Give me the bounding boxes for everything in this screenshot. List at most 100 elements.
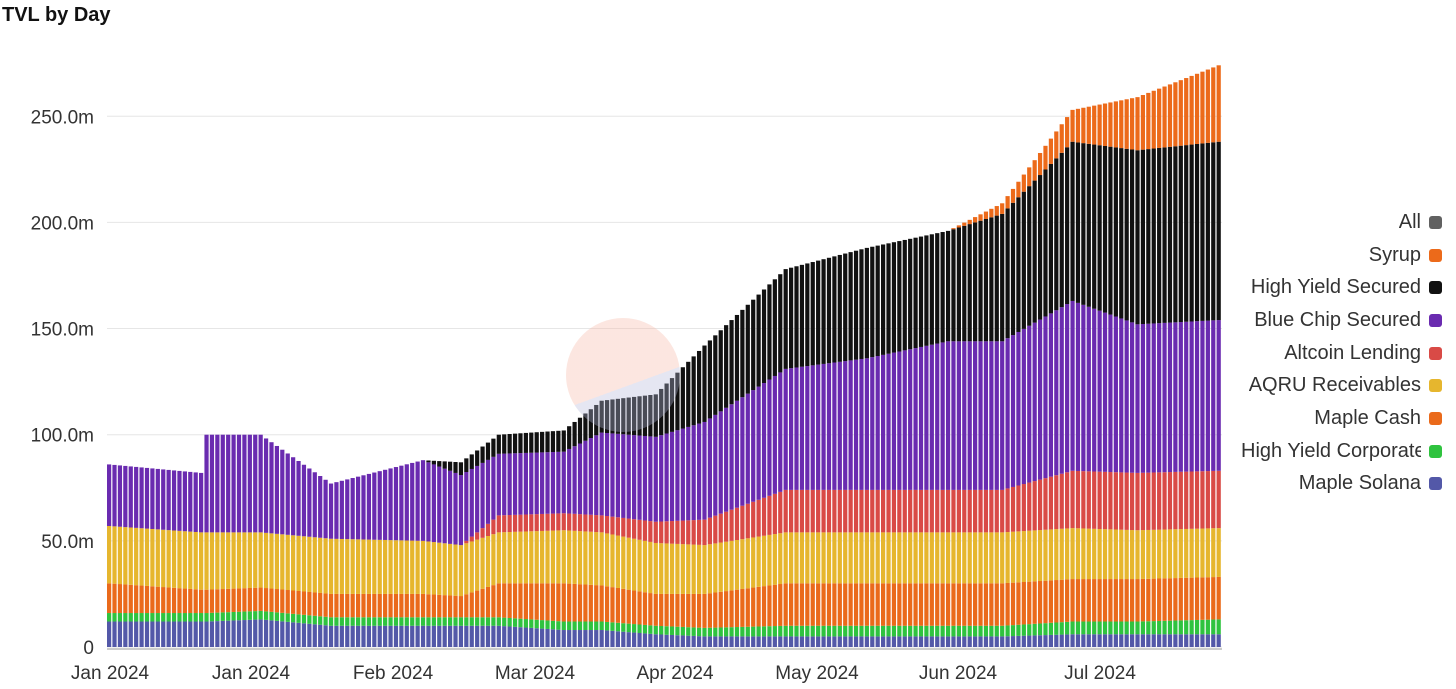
bar-segment[interactable]	[291, 535, 296, 591]
bar-segment[interactable]	[691, 520, 696, 545]
bar-segment[interactable]	[767, 284, 772, 380]
bar-segment[interactable]	[1135, 530, 1140, 580]
bar-segment[interactable]	[491, 585, 496, 618]
bar-segment[interactable]	[323, 625, 328, 647]
bar-segment[interactable]	[1211, 577, 1216, 620]
bar-segment[interactable]	[258, 619, 263, 647]
bar-segment[interactable]	[929, 625, 934, 637]
bar-segment[interactable]	[821, 532, 826, 584]
bar-segment[interactable]	[507, 617, 512, 627]
bar-segment[interactable]	[983, 636, 989, 647]
bar-segment[interactable]	[669, 634, 675, 647]
bar-segment[interactable]	[675, 543, 680, 594]
bar-segment[interactable]	[231, 620, 236, 647]
bar-segment[interactable]	[1010, 531, 1016, 583]
bar-segment[interactable]	[269, 620, 274, 647]
bar-segment[interactable]	[1048, 580, 1054, 623]
bar-segment[interactable]	[902, 532, 907, 584]
bar-segment[interactable]	[1086, 621, 1091, 635]
bar-segment[interactable]	[772, 375, 777, 494]
bar-segment[interactable]	[1097, 634, 1102, 647]
bar-segment[interactable]	[323, 538, 328, 594]
bar-segment[interactable]	[810, 262, 815, 366]
bar-segment[interactable]	[572, 530, 577, 584]
bar-segment[interactable]	[1032, 635, 1037, 647]
bar-segment[interactable]	[891, 489, 897, 533]
bar-segment[interactable]	[469, 541, 474, 593]
bar-segment[interactable]	[1173, 634, 1178, 647]
bar-segment[interactable]	[816, 636, 821, 647]
bar-segment[interactable]	[935, 636, 940, 647]
bar-segment[interactable]	[1162, 578, 1167, 621]
bar-segment[interactable]	[242, 434, 247, 533]
bar-segment[interactable]	[112, 621, 117, 647]
bar-segment[interactable]	[1129, 634, 1135, 647]
bar-segment[interactable]	[177, 613, 182, 622]
bar-segment[interactable]	[1075, 634, 1081, 647]
bar-segment[interactable]	[1108, 634, 1113, 647]
bar-segment[interactable]	[577, 514, 583, 532]
bar-segment[interactable]	[117, 621, 123, 647]
bar-segment[interactable]	[1200, 619, 1205, 635]
bar-segment[interactable]	[978, 625, 983, 637]
bar-segment[interactable]	[1211, 142, 1216, 321]
bar-segment[interactable]	[1135, 97, 1140, 151]
bar-segment[interactable]	[1157, 147, 1162, 324]
bar-segment[interactable]	[231, 434, 236, 533]
bar-segment[interactable]	[399, 617, 404, 626]
bar-segment[interactable]	[350, 593, 355, 618]
bar-segment[interactable]	[469, 536, 474, 542]
bar-segment[interactable]	[312, 592, 317, 616]
bar-segment[interactable]	[1070, 528, 1075, 580]
bar-segment[interactable]	[1086, 106, 1091, 144]
bar-segment[interactable]	[680, 428, 685, 521]
bar-segment[interactable]	[1102, 579, 1108, 622]
bar-segment[interactable]	[945, 636, 951, 647]
bar-segment[interactable]	[1032, 481, 1037, 531]
bar-segment[interactable]	[956, 225, 961, 228]
bar-segment[interactable]	[1065, 304, 1070, 473]
bar-segment[interactable]	[209, 621, 215, 647]
bar-segment[interactable]	[1010, 486, 1016, 532]
bar-segment[interactable]	[967, 489, 972, 533]
bar-segment[interactable]	[258, 610, 263, 620]
bar-segment[interactable]	[724, 591, 729, 628]
bar-segment[interactable]	[1102, 621, 1108, 635]
bar-segment[interactable]	[117, 526, 123, 585]
bar-segment[interactable]	[112, 613, 117, 622]
bar-segment[interactable]	[956, 583, 961, 626]
bar-segment[interactable]	[837, 361, 842, 490]
bar-segment[interactable]	[545, 431, 550, 453]
bar-segment[interactable]	[426, 617, 431, 626]
bar-segment[interactable]	[848, 625, 853, 637]
bar-segment[interactable]	[751, 636, 756, 647]
bar-segment[interactable]	[626, 632, 631, 647]
bar-segment[interactable]	[962, 225, 967, 342]
bar-segment[interactable]	[1075, 621, 1081, 635]
bar-segment[interactable]	[951, 489, 956, 533]
bar-segment[interactable]	[1102, 145, 1108, 313]
bar-segment[interactable]	[902, 239, 907, 351]
bar-segment[interactable]	[783, 489, 788, 533]
bar-segment[interactable]	[231, 611, 236, 621]
bar-segment[interactable]	[339, 538, 344, 594]
bar-segment[interactable]	[1162, 634, 1167, 647]
bar-segment[interactable]	[1151, 148, 1156, 324]
bar-segment[interactable]	[1151, 472, 1156, 530]
bar-segment[interactable]	[1216, 619, 1221, 635]
bar-segment[interactable]	[686, 627, 691, 636]
bar-segment[interactable]	[1194, 321, 1200, 472]
bar-segment[interactable]	[751, 537, 756, 588]
bar-segment[interactable]	[464, 540, 469, 544]
bar-segment[interactable]	[642, 540, 648, 593]
bar-segment[interactable]	[826, 625, 832, 637]
bar-segment[interactable]	[475, 450, 480, 466]
bar-segment[interactable]	[751, 587, 756, 627]
bar-segment[interactable]	[1016, 331, 1021, 486]
bar-segment[interactable]	[415, 540, 420, 594]
bar-segment[interactable]	[989, 217, 994, 342]
bar-segment[interactable]	[918, 583, 924, 626]
bar-segment[interactable]	[756, 586, 761, 627]
bar-segment[interactable]	[826, 636, 832, 647]
bar-segment[interactable]	[729, 320, 734, 405]
